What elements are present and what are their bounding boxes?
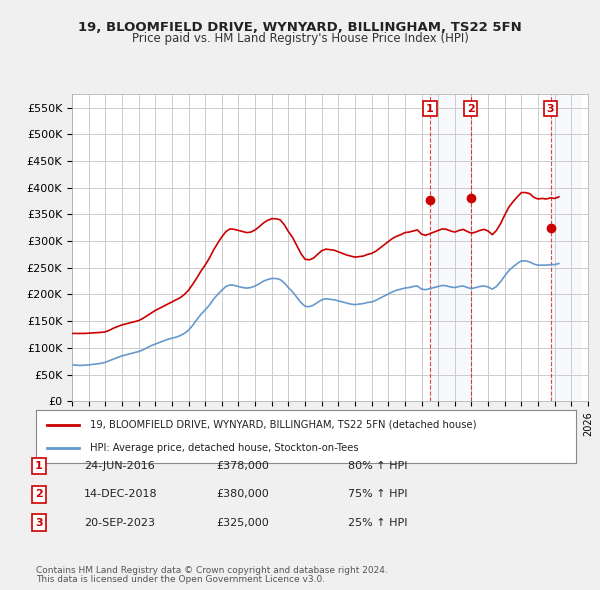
Text: 1: 1 — [426, 104, 434, 114]
Bar — [430, 94, 470, 401]
Bar — [551, 94, 580, 401]
Text: This data is licensed under the Open Government Licence v3.0.: This data is licensed under the Open Gov… — [36, 575, 325, 584]
Text: Contains HM Land Registry data © Crown copyright and database right 2024.: Contains HM Land Registry data © Crown c… — [36, 566, 388, 575]
Text: 14-DEC-2018: 14-DEC-2018 — [84, 490, 158, 499]
Text: £325,000: £325,000 — [216, 518, 269, 527]
Text: 80% ↑ HPI: 80% ↑ HPI — [348, 461, 407, 471]
Text: £378,000: £378,000 — [216, 461, 269, 471]
Text: 19, BLOOMFIELD DRIVE, WYNYARD, BILLINGHAM, TS22 5FN: 19, BLOOMFIELD DRIVE, WYNYARD, BILLINGHA… — [78, 21, 522, 34]
Text: 19, BLOOMFIELD DRIVE, WYNYARD, BILLINGHAM, TS22 5FN (detached house): 19, BLOOMFIELD DRIVE, WYNYARD, BILLINGHA… — [90, 420, 476, 430]
Text: 1: 1 — [35, 461, 43, 471]
Text: 20-SEP-2023: 20-SEP-2023 — [84, 518, 155, 527]
Text: Price paid vs. HM Land Registry's House Price Index (HPI): Price paid vs. HM Land Registry's House … — [131, 32, 469, 45]
Text: HPI: Average price, detached house, Stockton-on-Tees: HPI: Average price, detached house, Stoc… — [90, 443, 359, 453]
Text: 3: 3 — [35, 518, 43, 527]
Text: 75% ↑ HPI: 75% ↑ HPI — [348, 490, 407, 499]
Text: £380,000: £380,000 — [216, 490, 269, 499]
Text: 2: 2 — [35, 490, 43, 499]
Text: 2: 2 — [467, 104, 475, 114]
Text: 25% ↑ HPI: 25% ↑ HPI — [348, 518, 407, 527]
Text: 3: 3 — [547, 104, 554, 114]
Text: 24-JUN-2016: 24-JUN-2016 — [84, 461, 155, 471]
